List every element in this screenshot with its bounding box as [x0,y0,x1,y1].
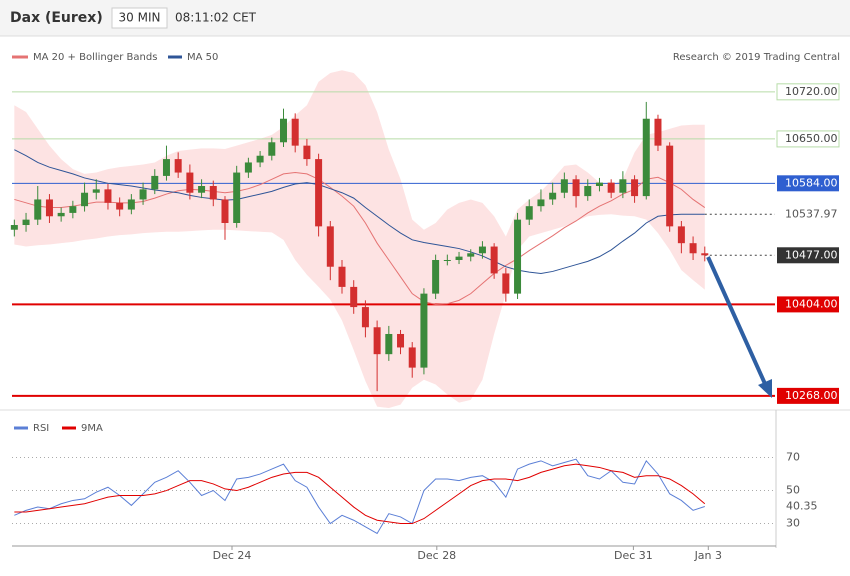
x-tick-label: Dec 24 [213,549,252,562]
level-label: 10537.97 [785,207,838,220]
level-label: 10404.00 [785,297,838,310]
instrument-title: Dax (Eurex) [10,10,103,26]
candle-body [22,219,30,226]
candle-body [467,253,475,257]
candle-body [397,333,405,348]
candle-body [420,293,428,368]
candle-body [631,179,639,197]
candle-body [244,162,252,173]
candle-body [455,256,463,260]
candle-body [654,118,662,146]
candle-body [116,202,124,210]
candle-body [701,253,709,256]
candle-body [186,172,194,193]
candle-body [619,179,627,193]
level-box [776,130,840,148]
candle-body [233,172,241,223]
candle-body [642,118,650,197]
candle-body [256,155,264,163]
level-label: 10720.00 [785,85,838,98]
y-tick-label: 30 [786,517,800,530]
level-box [777,247,839,264]
candle-body [139,189,147,200]
credit: Research © 2019 Trading Central [673,52,840,63]
candle-body [689,243,697,254]
legend-label: MA 20 + Bollinger Bands [33,52,157,63]
candle-body [443,259,451,261]
x-tick-label: Jan 3 [694,549,722,562]
candle-body [607,182,615,193]
candle-body [514,219,522,294]
candle-body [315,159,323,227]
candle-body [584,186,592,197]
candle-body [595,182,603,187]
legend-label: 9MA [81,423,103,434]
candle-body [560,179,568,193]
candle-body [326,226,334,267]
candle-body [350,286,358,308]
level-label: 10477.00 [785,248,838,261]
candle-body [525,206,533,220]
candle-body [338,266,346,287]
level-box [777,296,839,313]
forecast-arrow [706,256,768,387]
level-box [776,83,840,101]
candle-body [490,246,498,274]
candle-body [373,327,381,355]
level-box [777,387,839,404]
candle-body [572,179,580,197]
candle-body [478,246,486,254]
candle-body [69,206,77,213]
interval: 30 MIN [119,11,161,25]
legend-label: MA 50 [187,52,218,63]
candle-body [408,347,416,368]
candle-body [127,199,135,210]
rsi-ma-line [14,463,706,525]
y-tick-label: 50 [786,484,800,497]
candle-body [385,333,393,355]
rsi-value-label: 40.35 [786,499,818,512]
candle-body [549,192,557,200]
candle-body [677,226,685,244]
candle-body [151,175,159,190]
candle-body [537,199,545,207]
candle-body [34,199,42,220]
candle-body [81,192,89,207]
candle-body [45,199,53,217]
level-label: 10650.00 [785,132,838,145]
level-box [777,175,839,192]
rsi-line [14,458,705,535]
candle-body [104,189,112,203]
legend-label: RSI [33,423,49,434]
rsi-value-box [780,498,830,515]
interval-box [111,7,168,29]
candle-body [174,159,182,173]
forecast-arrowhead [758,379,772,398]
candle-body [303,145,311,160]
candle-body [361,307,369,328]
candle-body [502,273,510,294]
candle-body [279,118,287,143]
x-tick-label: Dec 28 [417,549,456,562]
candle-body [666,145,674,227]
candle-body [268,142,276,156]
candle-body [92,189,100,193]
candle-body [198,186,206,193]
candle-body [432,259,440,294]
y-tick-label: 70 [786,451,800,464]
candle-body [221,199,229,223]
ma50-line [14,149,705,274]
candle-body [209,186,217,200]
candle-body [291,118,299,146]
level-label: 10584.00 [785,176,838,189]
time: 08:11:02 CET [175,11,257,25]
level-label: 10268.00 [785,389,838,402]
bollinger-band [14,70,705,408]
candle-body [10,225,18,230]
candle-body [162,159,170,176]
candle-body [57,212,65,217]
x-tick-label: Dec 31 [614,549,653,562]
